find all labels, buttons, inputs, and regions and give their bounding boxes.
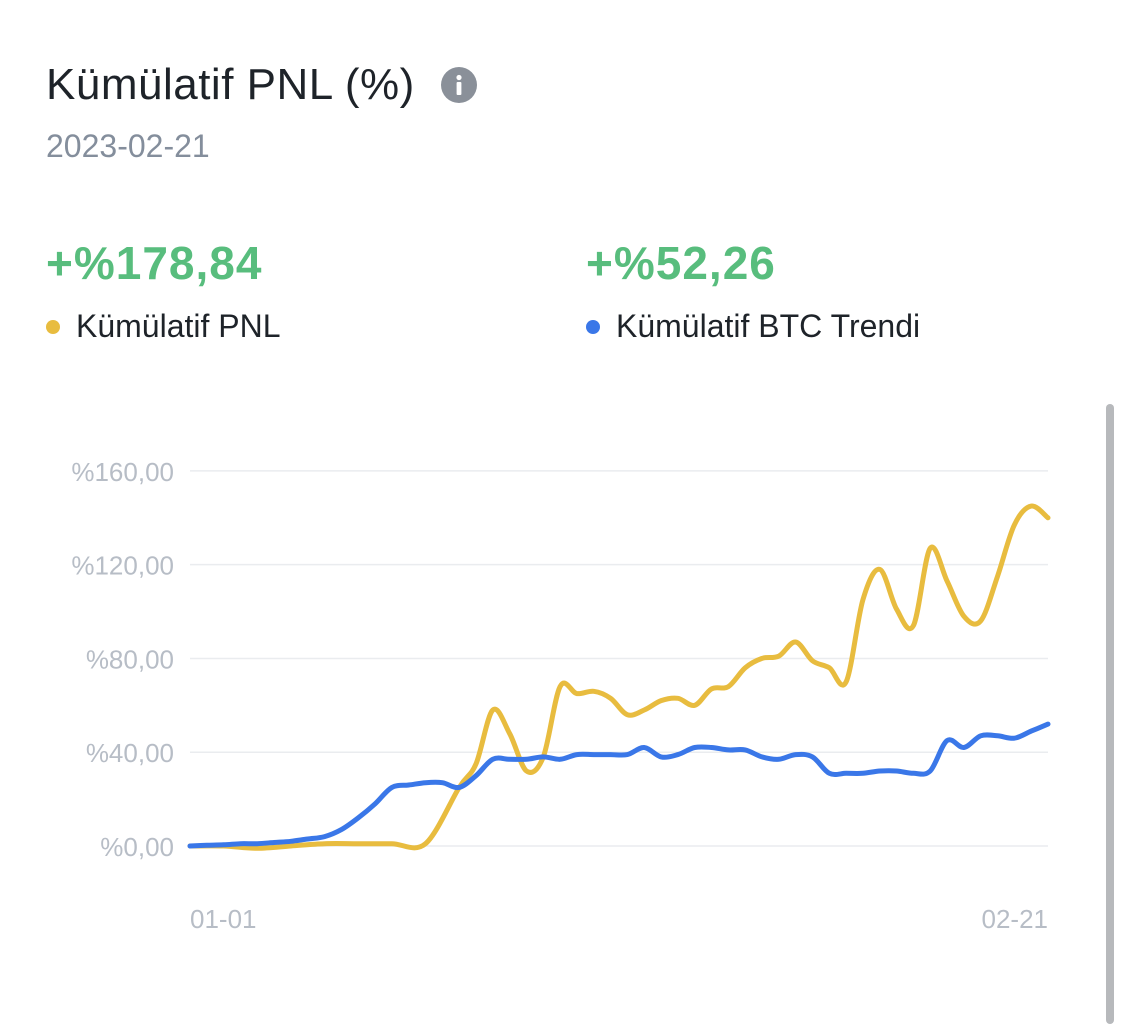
pnl-line-chart[interactable]: %0,00 %40,00 %80,00 %120,00 %160,00 01-01 02-…	[0, 380, 1100, 950]
title-row: Kümülatif PNL (%)	[46, 60, 477, 110]
x-axis-ticks: 01-01 02-21	[190, 904, 1048, 934]
page-title: Kümülatif PNL (%)	[46, 60, 415, 109]
legend-label-btc-trend: Kümülatif BTC Trendi	[616, 308, 921, 344]
y-tick-label: %0,00	[100, 832, 174, 862]
stat-value-btc-trend: +%52,26	[586, 237, 776, 289]
legend-item-cumulative-pnl: Kümülatif PNL	[46, 308, 281, 345]
legend-dot-btc-trend	[586, 319, 600, 334]
chart-date: 2023-02-21	[46, 128, 210, 164]
legend-item-btc-trend: Kümülatif BTC Trendi	[586, 308, 920, 345]
stat-btc-trend: +%52,26 Kümülatif BTC Trendi	[586, 236, 920, 345]
x-tick-label: 02-21	[982, 904, 1049, 934]
series-line-btc-trend	[187, 721, 1051, 849]
stat-cumulative-pnl: +%178,84 Kümülatif PNL	[46, 236, 281, 345]
series-lines	[187, 503, 1051, 851]
info-icon[interactable]	[440, 67, 477, 103]
stat-value-cumulative-pnl: +%178,84	[46, 237, 263, 289]
x-tick-label: 01-01	[190, 904, 257, 934]
y-axis-ticks: %0,00 %40,00 %80,00 %120,00 %160,00	[71, 457, 174, 862]
y-tick-label: %120,00	[71, 551, 174, 581]
y-tick-label: %80,00	[86, 644, 174, 674]
series-line-cumulative-pnl	[187, 503, 1051, 851]
legend-label-cumulative-pnl: Kümülatif PNL	[76, 308, 281, 344]
y-tick-label: %40,00	[86, 738, 174, 768]
scrollbar[interactable]	[1106, 404, 1114, 1024]
grid-lines	[190, 470, 1048, 847]
legend-dot-cumulative-pnl	[46, 319, 60, 334]
y-tick-label: %160,00	[71, 457, 174, 487]
